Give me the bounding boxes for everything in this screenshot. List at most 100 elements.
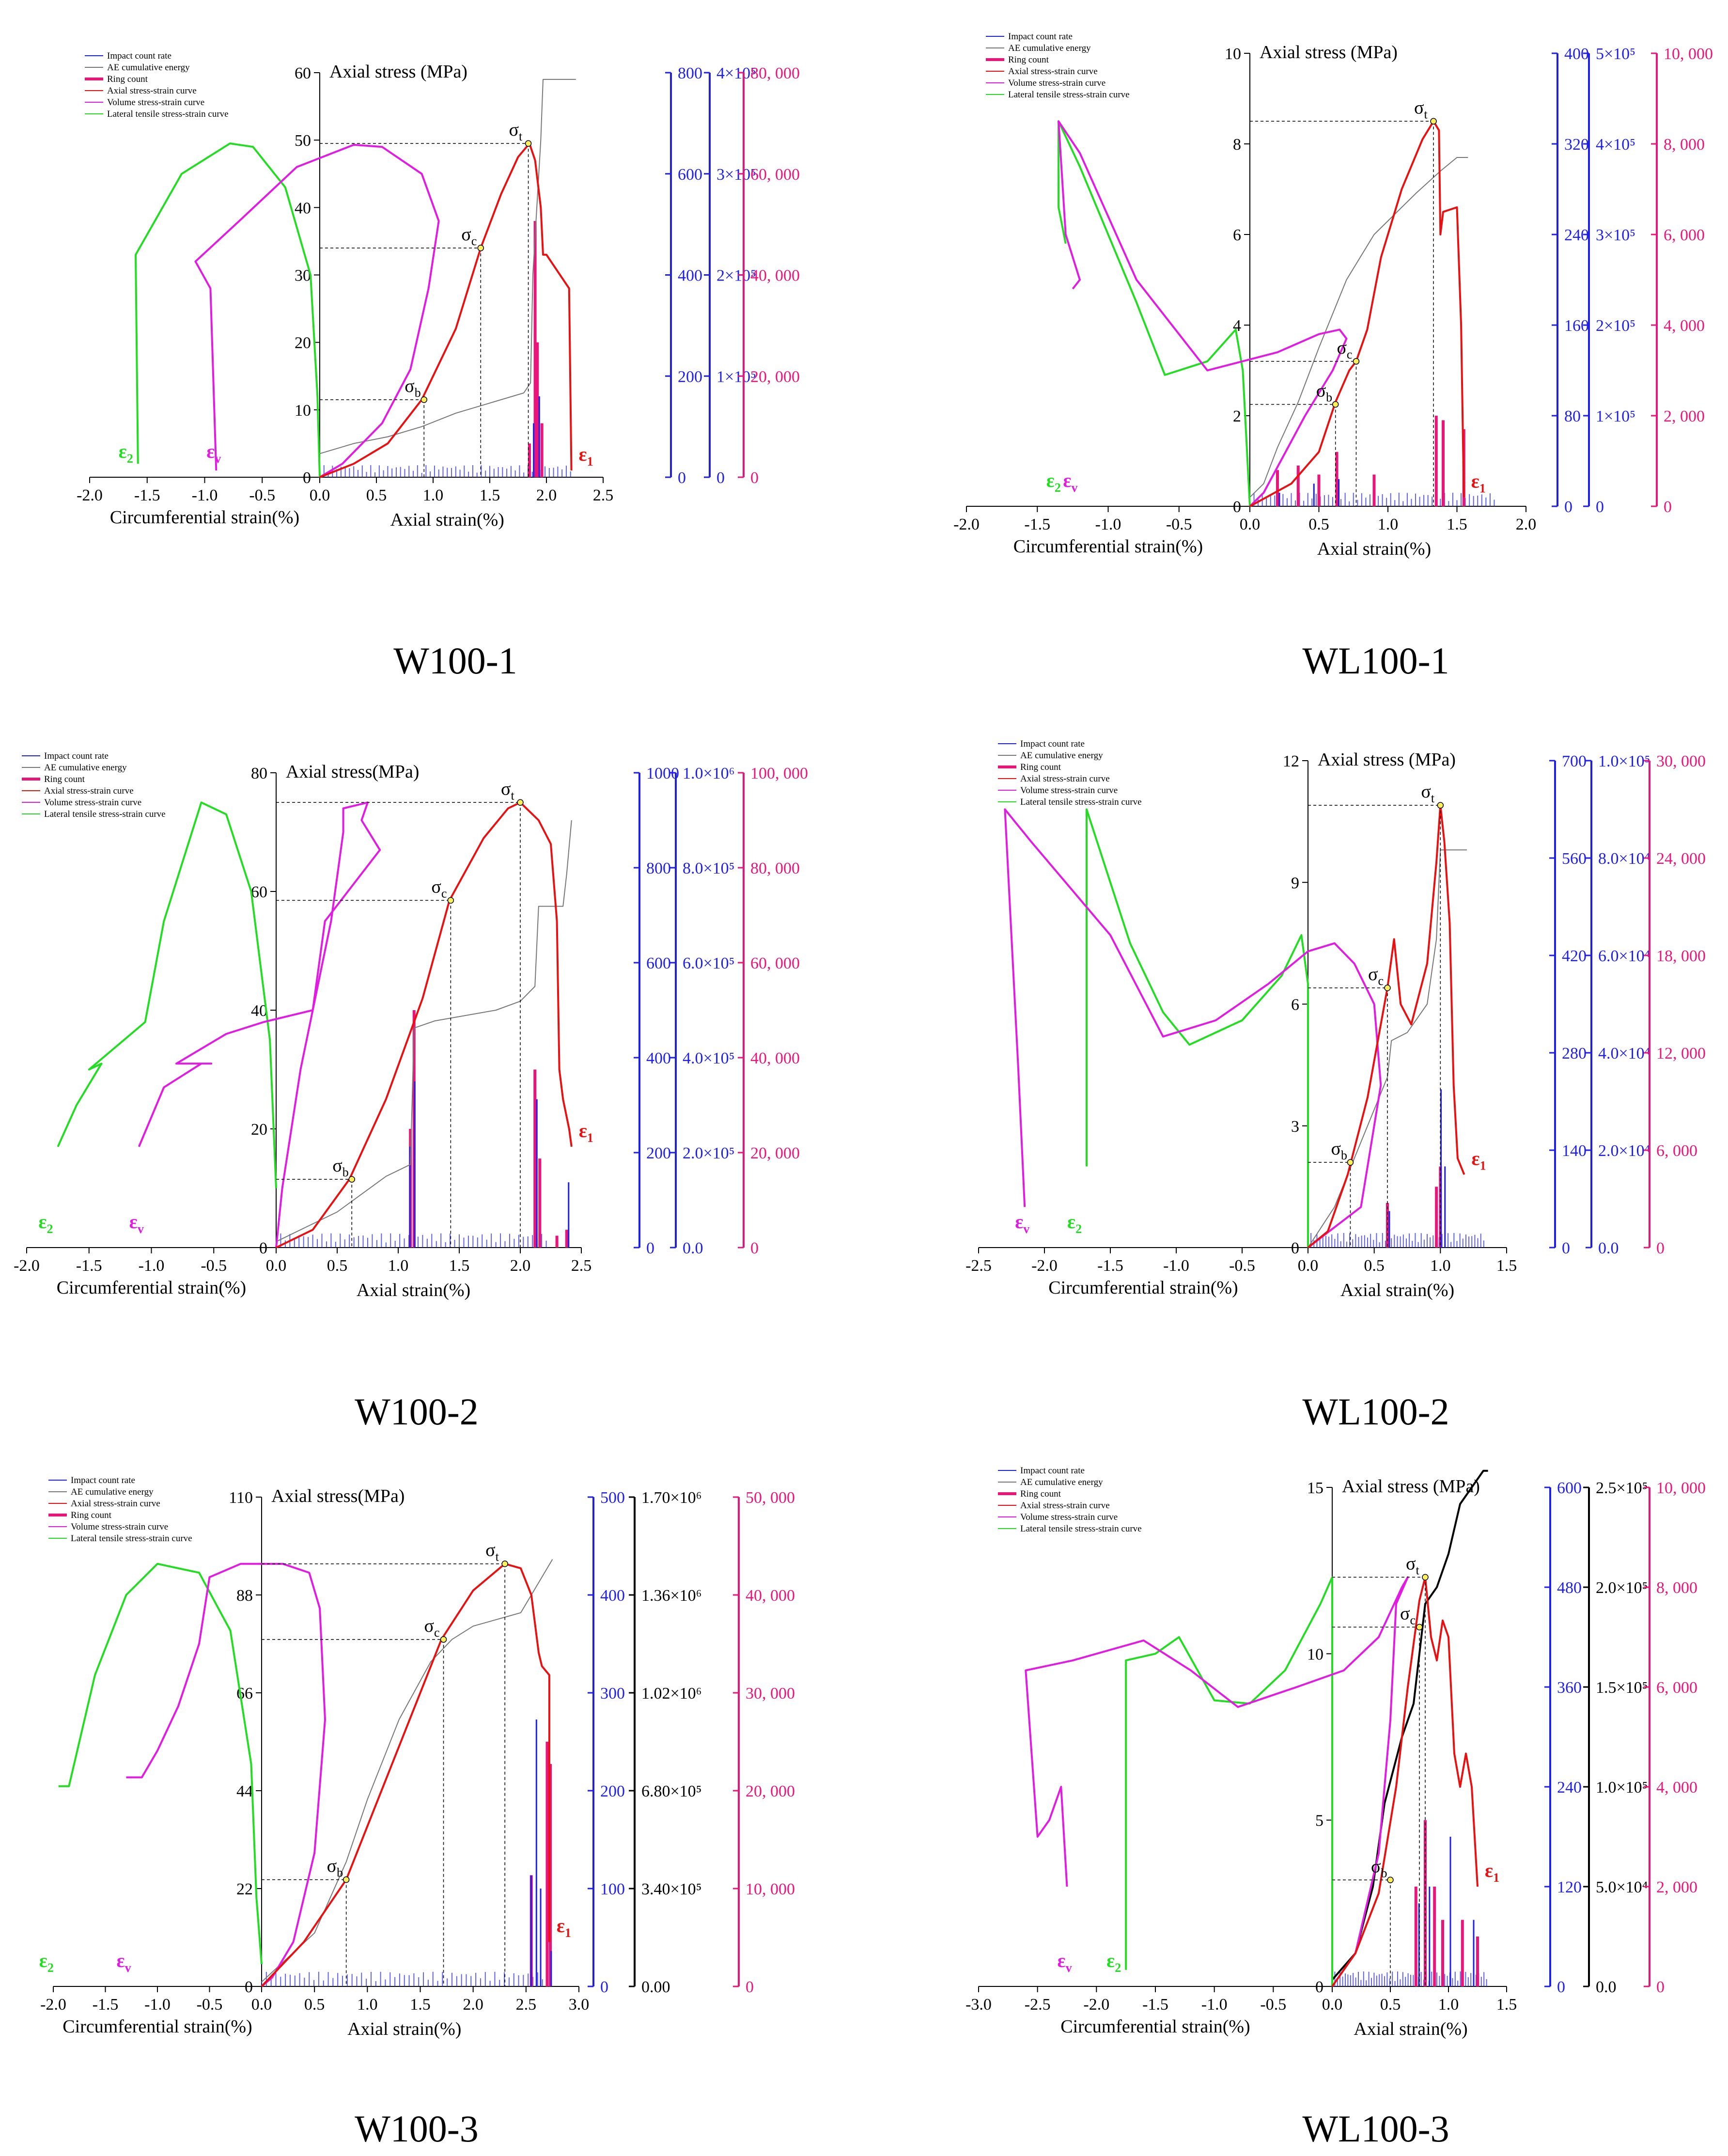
energy-axis-label: 2.0×10⁴	[1598, 1142, 1650, 1160]
axial-strain-curve	[1249, 120, 1465, 507]
circ-tick-label: -2.5	[1025, 1996, 1051, 2014]
x-title-circumferential: Circumferential strain(%)	[1048, 1278, 1238, 1298]
axial-tick-label: 1.5	[1496, 1996, 1517, 2014]
circ-tick-label: 0.0	[310, 486, 330, 504]
impact-count-axis-label: 120	[1557, 1878, 1582, 1896]
stress-tick-label: 12	[1283, 752, 1299, 770]
axial-tick-label: 2.5	[571, 1257, 592, 1275]
sigma-t-point	[1437, 802, 1444, 809]
axial-tick-label: 1.0	[1438, 1996, 1459, 2014]
legend-entry: Ring count	[107, 74, 148, 84]
circ-tick-label: -1.5	[93, 1996, 119, 2014]
eps2-label: ε2	[119, 440, 133, 466]
sigma-t-label: σt	[1406, 1553, 1419, 1577]
energy-axis-label: 6.80×10⁵	[641, 1782, 702, 1800]
lateral-strain-curve	[135, 142, 321, 478]
stress-tick-label: 60	[251, 883, 267, 901]
axial-tick-label: 0.5	[1364, 1257, 1385, 1275]
circ-tick-label: -0.5	[249, 486, 275, 504]
axial-tick-label: 1.0	[423, 486, 444, 504]
ring-count-axis-label: 40, 000	[750, 267, 800, 285]
ae-energy-curve	[1331, 1469, 1488, 1981]
legend-entry: Lateral tensile stress-strain curve	[71, 1533, 192, 1544]
x-title-circumferential: Circumferential strain(%)	[57, 1278, 246, 1298]
impact-count-axis-label: 560	[1562, 850, 1587, 868]
sigma-c-label: σc	[461, 224, 477, 248]
ring-count-axis-label: 60, 000	[750, 954, 800, 972]
stress-tick-label: 9	[1291, 874, 1299, 892]
circ-tick-label: -2.0	[40, 1996, 66, 2014]
sigma-c-label: σc	[1368, 964, 1384, 988]
energy-axis-label: 3×10⁵	[716, 166, 756, 184]
impact-count-axis-label: 80	[1564, 407, 1581, 425]
legend-entry: Ring count	[1020, 1489, 1061, 1499]
eps1-label: ε1	[1472, 1147, 1486, 1172]
x-title-axial: Axial strain(%)	[1354, 2019, 1467, 2039]
legend-entry: Axial stress-strain curve	[1008, 66, 1098, 77]
sigma-b-label: σb	[332, 1156, 348, 1179]
ring-count-axis-label: 12, 000	[1656, 1045, 1706, 1062]
legend-entry: AE cumulative energy	[1020, 750, 1103, 761]
sigma-b-point	[1332, 401, 1339, 408]
ring-count-axis-label: 10, 000	[1656, 1479, 1706, 1497]
stress-tick-label: 3	[1291, 1118, 1299, 1136]
legend-entry: Impact count rate	[1008, 31, 1073, 42]
energy-axis-label: 4.0×10⁴	[1598, 1045, 1650, 1062]
ring-count-axis-label: 0	[746, 1978, 754, 1996]
circ-tick-label: -2.5	[965, 1257, 992, 1275]
eps1-label: ε1	[579, 1120, 593, 1145]
axial-strain-curve	[276, 801, 573, 1249]
legend-entry: Volume stress-strain curve	[44, 797, 141, 808]
y-title-stress: Axial stress (MPa)	[1342, 1476, 1480, 1497]
ring-count-axis-label: 4, 000	[1656, 1779, 1697, 1797]
legend-entry: Lateral tensile stress-strain curve	[107, 109, 229, 119]
impact-count-axis-label: 140	[1562, 1142, 1587, 1160]
stress-tick-label: 6	[1233, 226, 1241, 244]
stress-tick-label: 8	[1233, 136, 1241, 154]
legend-entry: Ring count	[1020, 762, 1061, 772]
sigma-t-point	[1430, 118, 1437, 125]
eps1-label: ε1	[1471, 470, 1486, 495]
sigma-b-label: σb	[1316, 381, 1332, 405]
legend-entry: Volume stress-strain curve	[107, 97, 204, 108]
ring-count-axis-label: 40, 000	[750, 1049, 800, 1067]
axial-tick-label: 0.5	[327, 1257, 348, 1275]
impact-count-axis-label: 800	[678, 64, 702, 82]
impact-count-axis-label: 0	[600, 1978, 608, 1996]
impact-count-axis-label: 240	[1557, 1779, 1582, 1797]
energy-axis-label: 0.00	[641, 1978, 670, 1996]
ring-count-axis-label: 30, 000	[746, 1685, 795, 1703]
sigma-b-point	[1347, 1159, 1354, 1166]
circ-tick-label: -1.0	[1163, 1257, 1189, 1275]
circ-tick-label: -0.5	[197, 1996, 223, 2014]
epsv-label: εv	[206, 440, 221, 466]
axial-tick-label: 0.5	[304, 1996, 325, 2014]
stress-tick-label: 5	[1315, 1812, 1323, 1830]
sigma-c-point	[1353, 358, 1360, 365]
axial-tick-label: 1.5	[410, 1996, 431, 2014]
stress-tick-label: 44	[236, 1782, 253, 1800]
energy-axis-label: 0	[716, 469, 725, 487]
lateral-strain-curve	[58, 1562, 263, 1965]
axial-strain-curve	[261, 1562, 550, 1987]
ring-count-axis-label: 0	[750, 1239, 759, 1257]
ring-count-axis-label: 2, 000	[1664, 407, 1705, 425]
legend-entry: AE cumulative energy	[1008, 43, 1091, 53]
stress-tick-label: 88	[236, 1587, 253, 1605]
circ-tick-label: -0.5	[1260, 1996, 1286, 2014]
ring-count-axis-label: 80, 000	[750, 64, 800, 82]
axial-tick-label: 1.5	[1496, 1257, 1517, 1275]
impact-count-axis-label: 280	[1562, 1045, 1587, 1062]
stress-tick-label: 0	[245, 1978, 253, 1996]
legend-entry: AE cumulative energy	[71, 1487, 154, 1497]
legend-entry: Axial stress-strain curve	[44, 786, 134, 796]
impact-count-axis-label: 0	[1564, 498, 1572, 516]
epsv-label: εv	[1015, 1211, 1029, 1236]
chart-caption: WL100-1	[1302, 640, 1449, 682]
circ-tick-label: -0.5	[1166, 516, 1192, 533]
axial-strain-curve	[319, 142, 573, 478]
ring-count-axis-label: 6, 000	[1656, 1142, 1697, 1160]
circ-tick-label: 0.0	[1298, 1257, 1319, 1275]
sigma-c-point	[440, 1636, 447, 1643]
chart-panel-w100-2: W100-2 -2.0 -1.5 -1.0 -0.5 0.0 0.5 1.0 1.5 2.0 2.5…	[14, 751, 808, 1433]
